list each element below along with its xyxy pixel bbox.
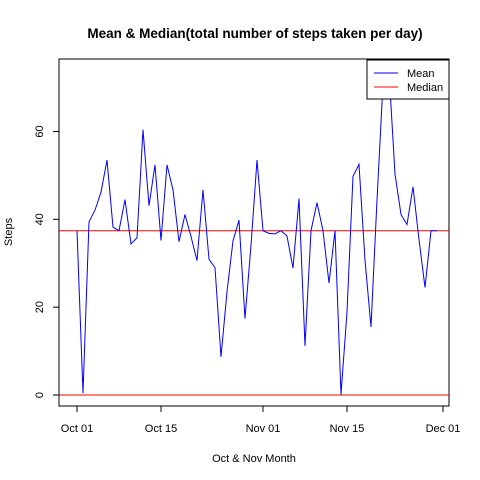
series-layer: [77, 72, 437, 395]
x-tick-label-4: Dec 01: [426, 423, 461, 435]
y-tick-label-2: 40: [34, 213, 46, 225]
legend-label-median: Median: [407, 82, 443, 94]
x-tick-label-3: Nov 15: [330, 423, 365, 435]
x-axis-label: Oct & Nov Month: [212, 453, 296, 465]
y-axis-label: Steps: [3, 217, 15, 246]
chart-title: Mean & Median(total number of steps take…: [87, 26, 422, 41]
y-axis: 0 20 40 60: [34, 125, 59, 398]
legend: Mean Median: [367, 60, 449, 99]
x-tick-label-0: Oct 01: [61, 423, 93, 435]
x-axis: Oct 01 Oct 15 Nov 01 Nov 15 Dec 01: [61, 406, 461, 435]
y-tick-label-0: 0: [34, 392, 46, 398]
legend-label-mean: Mean: [407, 68, 435, 80]
y-tick-label-3: 60: [34, 125, 46, 137]
y-tick-label-1: 20: [34, 301, 46, 313]
x-tick-label-2: Nov 01: [246, 423, 281, 435]
series-line-mean: [77, 72, 437, 395]
median-lines: [59, 231, 449, 395]
x-tick-label-1: Oct 15: [145, 423, 177, 435]
plot-frame: [59, 59, 449, 406]
